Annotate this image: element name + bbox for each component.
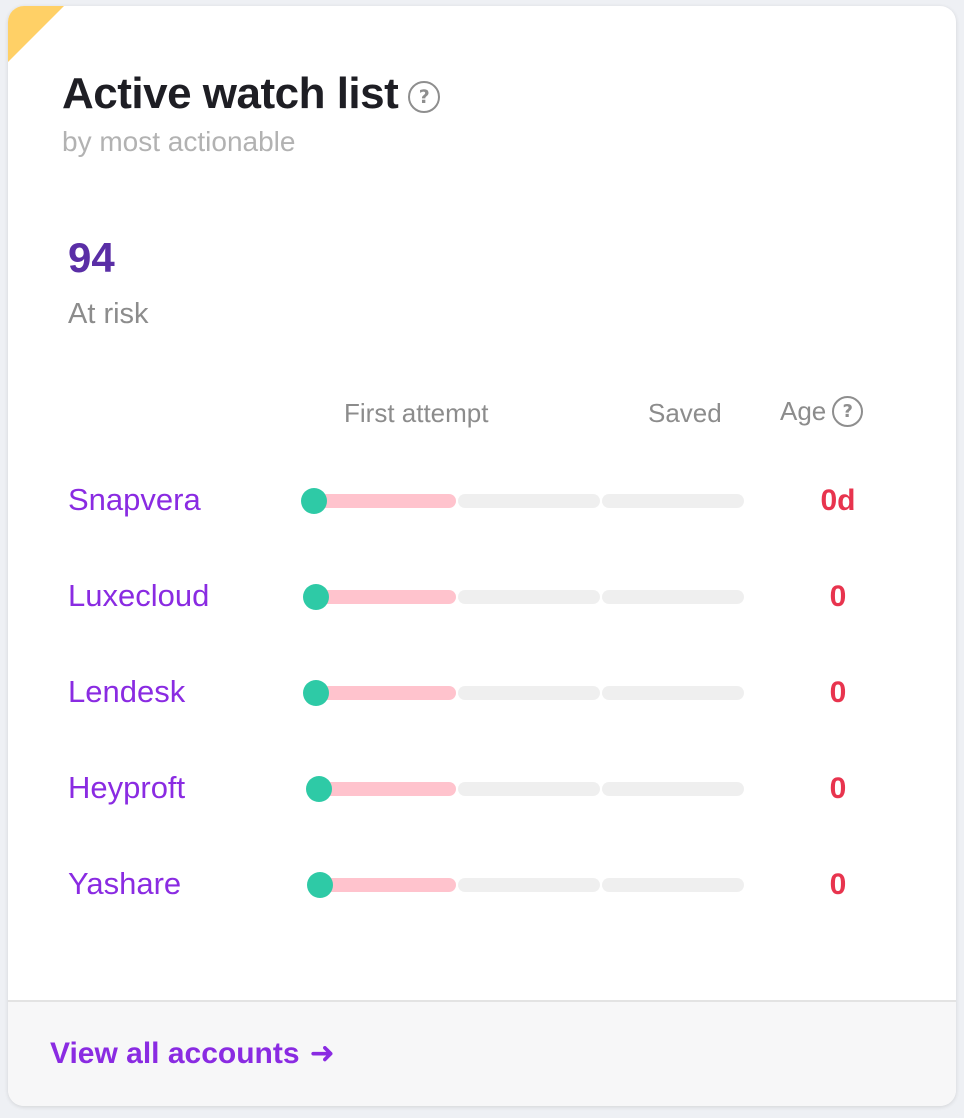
- card-title: Active watch list: [62, 69, 399, 118]
- stage-middle-segment: [458, 878, 600, 892]
- arrow-right-icon: ➜: [309, 1036, 335, 1071]
- progress-marker: [303, 680, 329, 706]
- account-row: Yashare 0: [8, 856, 956, 916]
- stage-saved-segment: [602, 590, 744, 604]
- view-all-accounts-link[interactable]: View all accounts ➜: [50, 1036, 335, 1071]
- stage-saved-segment: [602, 494, 744, 508]
- card-subtitle: by most actionable: [62, 126, 296, 157]
- stage-saved-segment: [602, 686, 744, 700]
- column-header-age: Age ?: [780, 396, 864, 427]
- stage-first-attempt-segment: [308, 686, 456, 700]
- account-row: Heyproft 0: [8, 760, 956, 820]
- column-header-age-label: Age: [780, 396, 827, 426]
- account-row: Lendesk 0: [8, 664, 956, 724]
- account-name-link[interactable]: Yashare: [68, 866, 182, 901]
- account-name-link[interactable]: Lendesk: [68, 674, 186, 709]
- help-icon[interactable]: ?: [408, 81, 441, 113]
- stage-middle-segment: [458, 782, 600, 796]
- watch-list-card: Active watch list ? by most actionable 9…: [8, 6, 956, 1106]
- account-row: Luxecloud 0: [8, 568, 956, 628]
- account-age: 0d: [820, 484, 856, 517]
- account-age: 0: [829, 772, 847, 805]
- stage-middle-segment: [458, 686, 600, 700]
- account-age: 0: [829, 868, 847, 901]
- at-risk-label: At risk: [68, 298, 149, 330]
- progress-marker: [301, 488, 327, 514]
- stage-middle-segment: [458, 494, 600, 508]
- card-footer: View all accounts ➜: [8, 1000, 956, 1106]
- progress-marker: [306, 776, 332, 802]
- progress-marker: [303, 584, 329, 610]
- at-risk-count: 94: [68, 234, 115, 281]
- stage-first-attempt-segment: [308, 494, 456, 508]
- stage-first-attempt-segment: [308, 782, 456, 796]
- column-header-saved: Saved: [648, 398, 722, 429]
- view-all-accounts-label: View all accounts: [50, 1036, 300, 1070]
- account-name-link[interactable]: Heyproft: [68, 770, 186, 805]
- stage-first-attempt-segment: [308, 590, 456, 604]
- stage-saved-segment: [602, 878, 744, 892]
- stage-middle-segment: [458, 590, 600, 604]
- account-name-link[interactable]: Snapvera: [68, 482, 201, 517]
- progress-marker: [307, 872, 333, 898]
- stage-first-attempt-segment: [308, 878, 456, 892]
- column-header-saved-label: Saved: [648, 398, 722, 428]
- card-header: Active watch list ?: [62, 69, 441, 118]
- account-row: Snapvera 0d: [8, 472, 956, 532]
- account-age: 0: [829, 676, 847, 709]
- account-name-link[interactable]: Luxecloud: [68, 578, 210, 613]
- column-header-first-attempt-label: First attempt: [344, 398, 489, 428]
- stage-saved-segment: [602, 782, 744, 796]
- corner-flag: [8, 6, 64, 62]
- account-age: 0: [829, 580, 847, 613]
- help-icon[interactable]: ?: [832, 396, 864, 427]
- column-header-first-attempt: First attempt: [344, 398, 488, 429]
